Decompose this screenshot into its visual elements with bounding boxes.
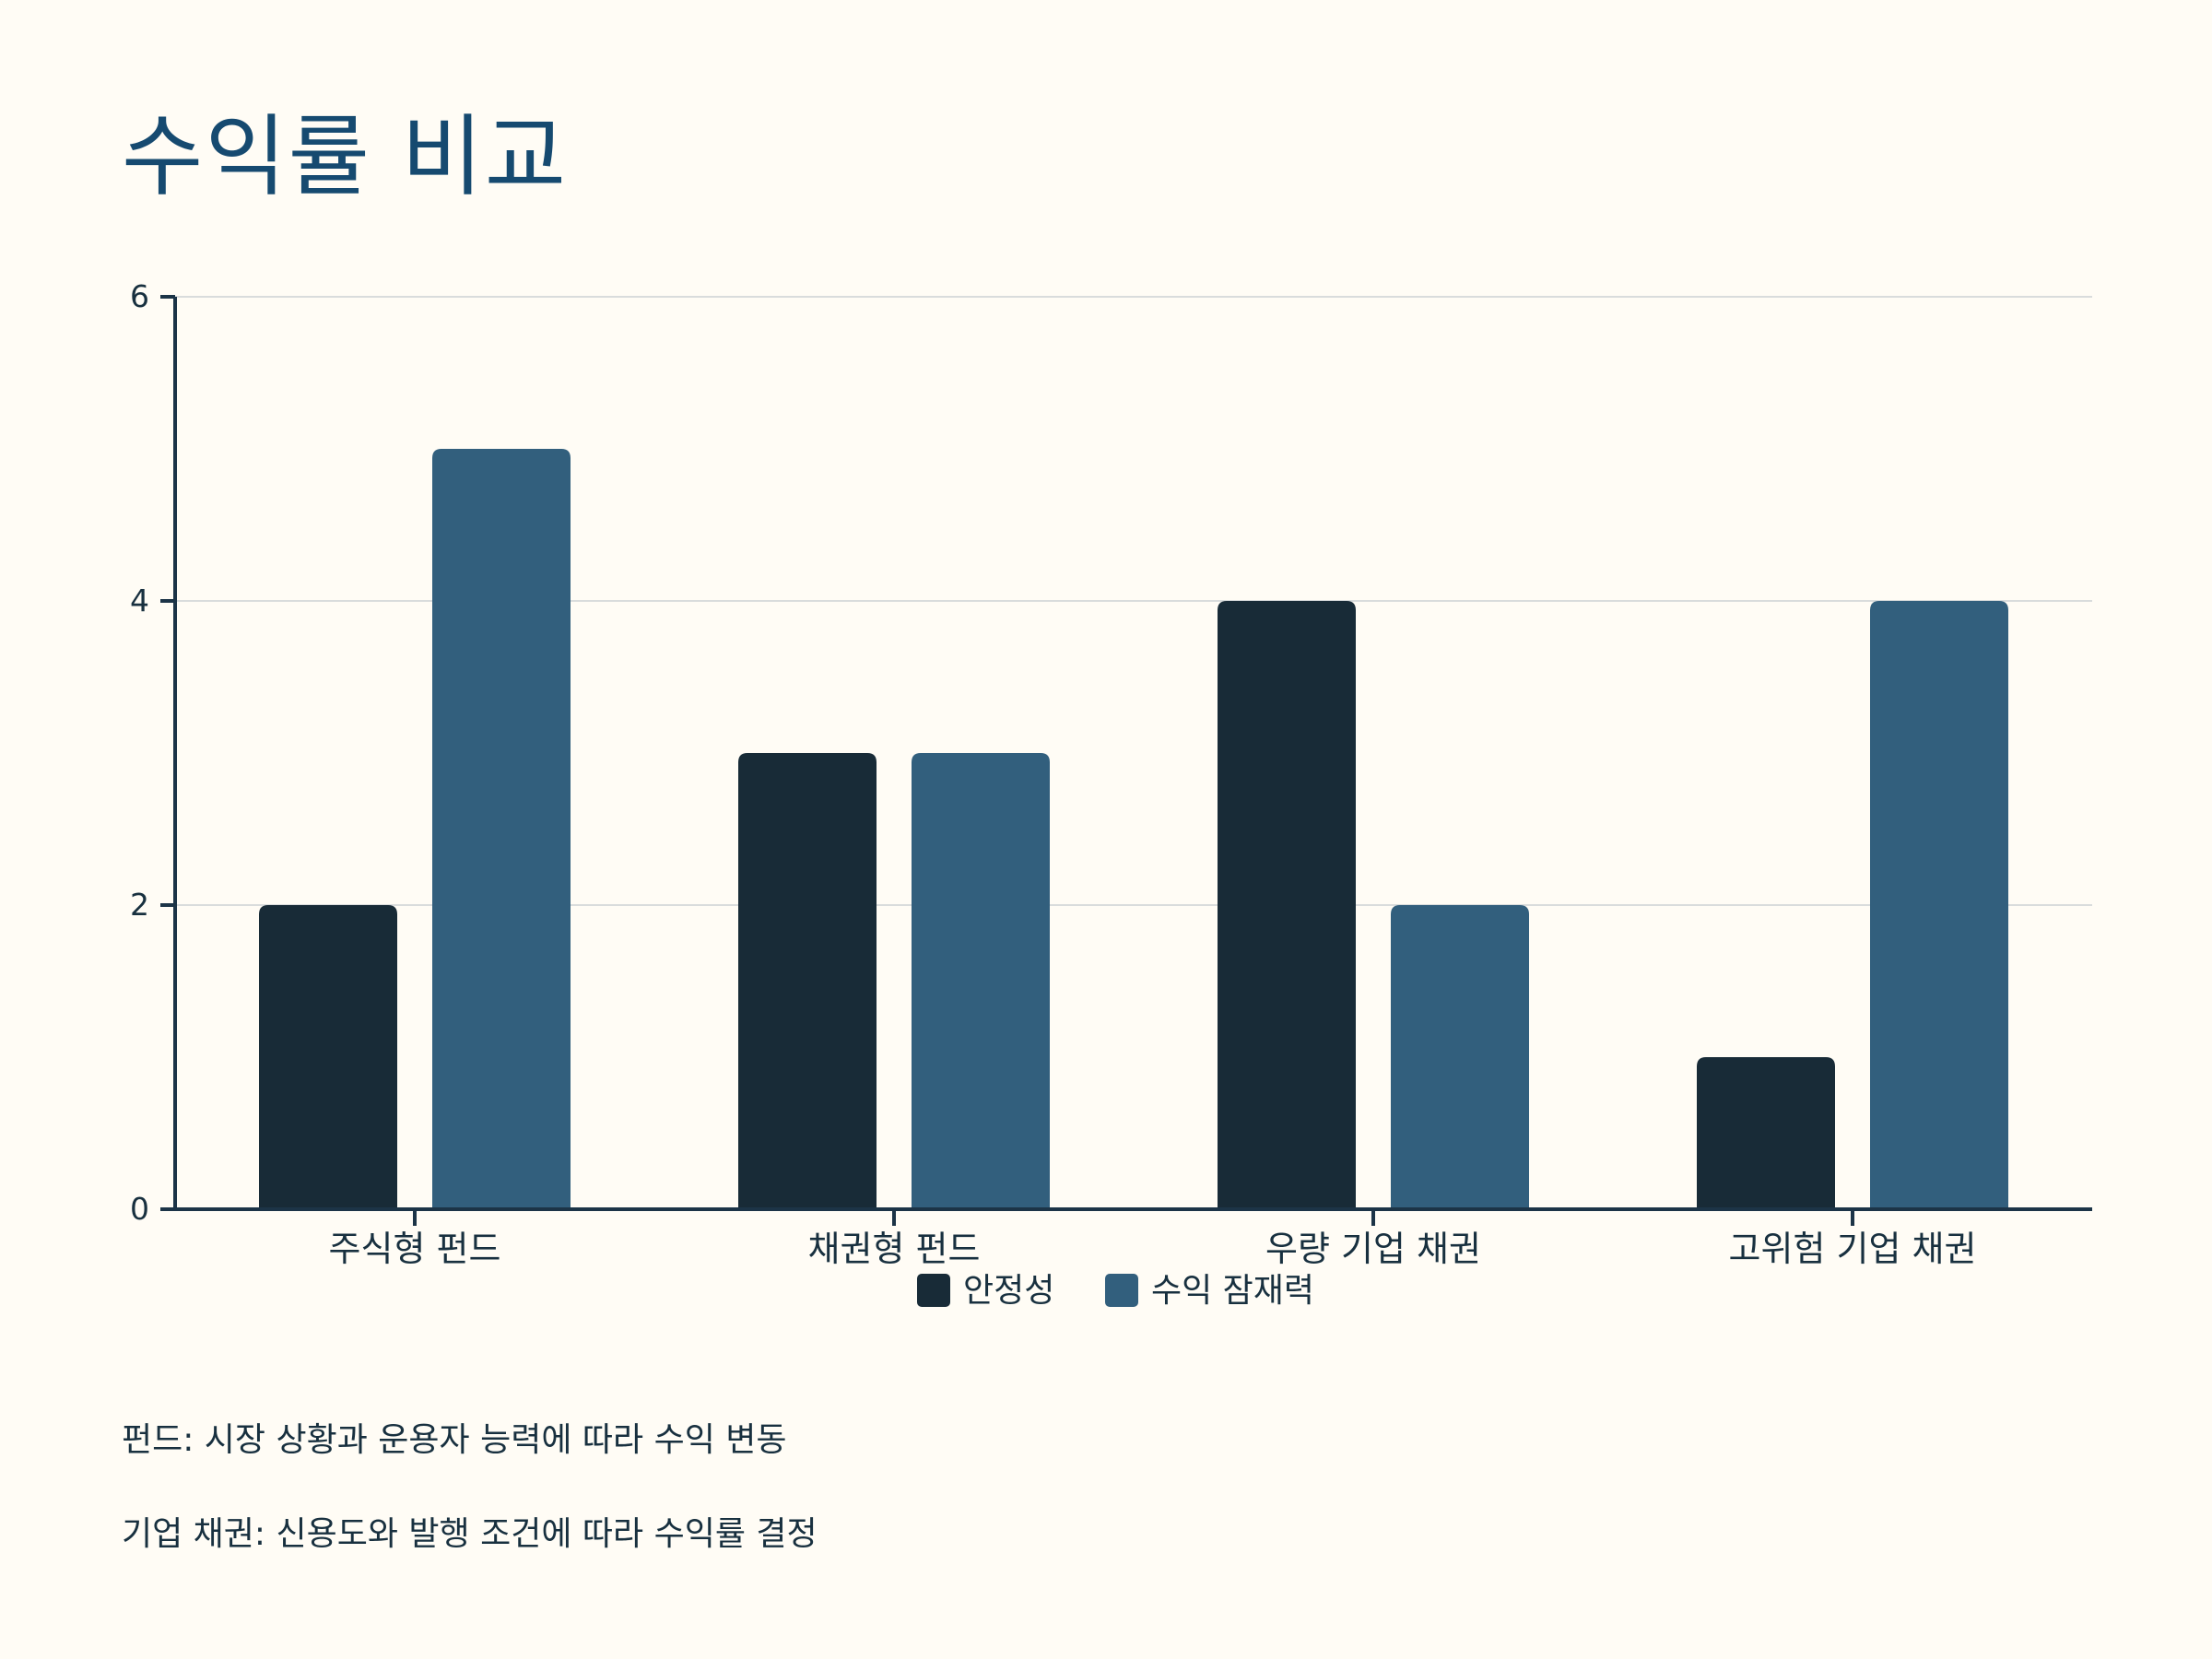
x-tick-label: 우량 기업 채권 <box>1265 1229 1481 1269</box>
bar <box>738 753 877 1209</box>
bar <box>1391 905 1529 1209</box>
y-tick-label: 0 <box>130 1191 149 1227</box>
x-tick-label: 채권형 펀드 <box>808 1229 981 1269</box>
y-tick-label: 2 <box>130 887 149 923</box>
note-funds: 펀드: 시장 상황과 운용자 능력에 따라 수익 변동 <box>122 1421 787 1459</box>
bar <box>1870 601 2008 1209</box>
legend-swatch <box>1105 1274 1138 1307</box>
x-tick-label: 주식형 펀드 <box>329 1229 501 1269</box>
legend-swatch <box>917 1274 950 1307</box>
bar <box>912 753 1050 1209</box>
legend-label: 수익 잠재력 <box>1151 1272 1314 1310</box>
bar <box>1218 601 1356 1209</box>
bar <box>259 905 397 1209</box>
y-tick-label: 6 <box>130 278 149 314</box>
note-bonds: 기업 채권: 신용도와 발행 조건에 따라 수익률 결정 <box>122 1515 818 1553</box>
bar <box>1697 1057 1835 1209</box>
x-tick-label: 고위험 기업 채권 <box>1729 1229 1977 1269</box>
chart-title: 수익률 비교 <box>122 105 569 208</box>
y-tick-label: 4 <box>130 582 149 618</box>
legend-label: 안정성 <box>963 1272 1054 1310</box>
bar <box>432 449 571 1209</box>
notes: 펀드: 시장 상황과 운용자 능력에 따라 수익 변동 기업 채권: 신용도와 … <box>122 1418 818 1606</box>
